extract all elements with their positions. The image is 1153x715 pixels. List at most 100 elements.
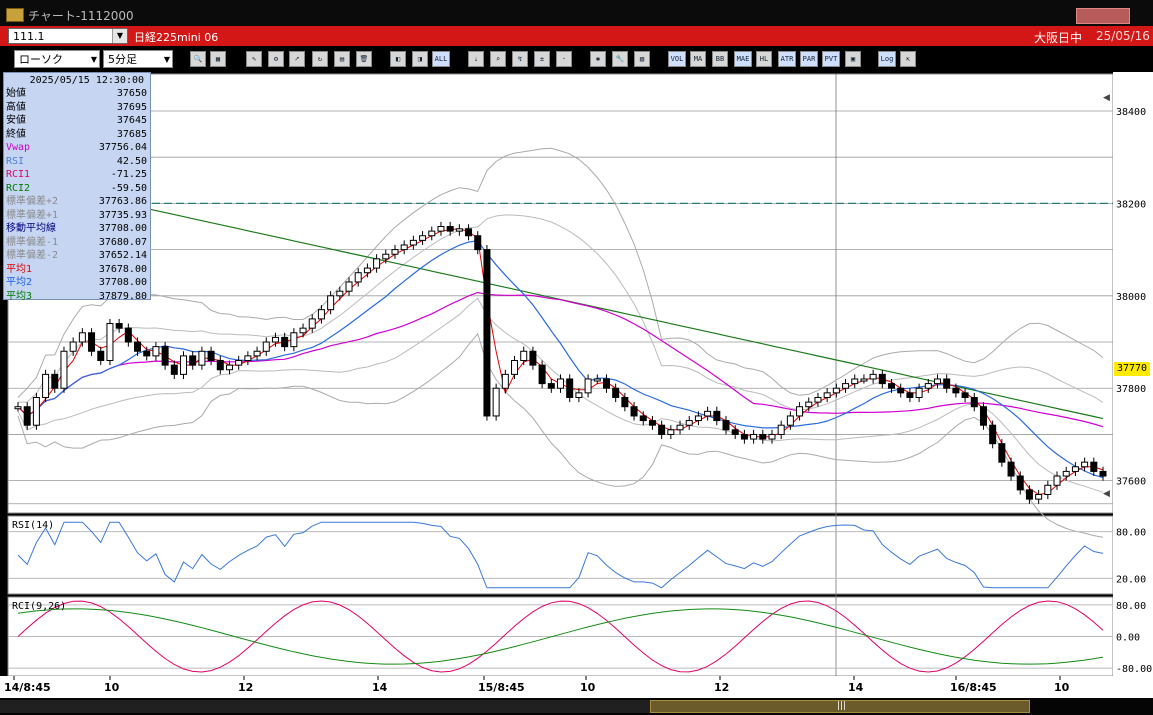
info-row: RCI1 -71.25 <box>6 168 147 182</box>
rci-tick-label: 80.00 <box>1116 601 1146 612</box>
candle-body <box>961 392 969 398</box>
info-value: 37708.00 <box>98 223 147 234</box>
candle-body <box>621 396 629 408</box>
restore-button[interactable] <box>1076 8 1130 24</box>
time-tick-label: 12 <box>238 681 253 694</box>
chart-scrollbar[interactable]: ||| <box>0 698 1153 715</box>
info-row: 標準偏差-2 37652.14 <box>6 249 147 263</box>
interval-value: 5分足 <box>108 53 137 66</box>
chart-area[interactable]: 38400 38200 38000 37800 37600 80.00 20.00 RSI(1… <box>0 72 1153 698</box>
candle-body <box>78 332 86 343</box>
candle-body <box>520 350 528 362</box>
wrench-icon[interactable]: 🔧 <box>612 51 628 67</box>
candle-body <box>593 378 601 382</box>
tool-icon[interactable]: ⚙ <box>268 51 284 67</box>
info-label: 標準偏差+1 <box>6 209 59 221</box>
candle-body <box>970 396 978 408</box>
candle-body <box>354 272 362 283</box>
candle-body <box>501 373 509 389</box>
frame-icon[interactable]: ▣ <box>845 51 861 67</box>
info-row: Vwap 37756.04 <box>6 141 147 155</box>
candle-body <box>492 387 500 417</box>
time-tick-label: 10 <box>104 681 120 694</box>
candle-body <box>658 424 666 435</box>
info-value: -71.25 <box>110 169 147 180</box>
export-icon[interactable]: ⇱ <box>900 51 916 67</box>
candle-body <box>60 350 68 389</box>
bollinger-upper1 <box>18 214 1104 411</box>
plus-icon[interactable]: ± <box>534 51 550 67</box>
rsi-tick-label: 20.00 <box>1116 574 1146 585</box>
chart-type-select[interactable]: ローソク ▼ <box>14 50 100 68</box>
bb-icon[interactable]: BB <box>712 51 728 67</box>
trash-icon[interactable]: 🗑 <box>356 51 372 67</box>
indicator-icon[interactable]: ↯ <box>512 51 528 67</box>
candle-body <box>897 387 905 394</box>
instrument-name: 日経225mini 06 <box>134 31 219 44</box>
chevron-down-icon[interactable]: ▼ <box>112 29 127 43</box>
mae-icon[interactable]: MAE <box>734 51 752 67</box>
vol-icon[interactable]: VOL <box>668 51 686 67</box>
zoom-icon[interactable]: 🔍 <box>190 51 206 67</box>
disabled-icon[interactable]: · <box>556 51 572 67</box>
search-chart-icon[interactable]: ⌕ <box>490 51 506 67</box>
candle-body <box>602 378 610 389</box>
atr-icon[interactable]: ATR <box>778 51 796 67</box>
candle-body <box>97 350 105 362</box>
psar-icon[interactable]: PAR <box>800 51 818 67</box>
draw-line-icon[interactable]: ✎ <box>246 51 262 67</box>
log-icon[interactable]: Log <box>878 51 896 67</box>
candle-body <box>989 424 997 445</box>
code-combo[interactable]: 111.1 ▼ <box>8 28 128 44</box>
scroll-thumb[interactable]: ||| <box>650 700 1030 713</box>
settings-icon[interactable]: ✱ <box>590 51 606 67</box>
ma-icon[interactable]: MA <box>690 51 706 67</box>
candle-body <box>409 239 417 246</box>
pvt-icon[interactable]: PVT <box>822 51 840 67</box>
candle-body <box>299 327 307 334</box>
info-label: 移動平均線 <box>6 223 56 234</box>
candle-body <box>32 396 40 426</box>
candle-body <box>1062 470 1070 477</box>
info-value: 37695 <box>116 101 147 113</box>
candle-body <box>317 309 325 320</box>
info-label: 平均2 <box>6 277 33 288</box>
candle-left-icon[interactable]: ◧ <box>390 51 406 67</box>
candle-body <box>152 346 160 357</box>
hl-icon[interactable]: HL <box>756 51 772 67</box>
candle-body <box>777 424 785 435</box>
instrument-bar: 111.1 ▼ 日経225mini 06 大阪日中 25/05/16 <box>0 26 1153 46</box>
candle-body <box>428 230 436 237</box>
order-icon[interactable]: ⇣ <box>468 51 484 67</box>
all-icon[interactable]: ALL <box>432 51 450 67</box>
candle-body <box>455 228 463 232</box>
candle-body <box>373 258 381 269</box>
candle-body <box>943 378 951 389</box>
redo-icon[interactable]: ↻ <box>312 51 328 67</box>
pointer-icon[interactable]: ➚ <box>289 51 305 67</box>
candle-body <box>345 281 353 292</box>
info-row: 終値 37685 <box>6 128 147 142</box>
candle-body <box>740 433 748 440</box>
candle-body <box>759 433 767 440</box>
candle-right-icon[interactable]: ◨ <box>412 51 428 67</box>
candle-body <box>1025 489 1033 500</box>
candle-body <box>823 392 831 398</box>
interval-select[interactable]: 5分足 ▼ <box>103 50 173 68</box>
scroll-track[interactable] <box>0 700 650 713</box>
window-icon[interactable]: ▦ <box>210 51 226 67</box>
info-row: 平均2 37708.00 <box>6 276 147 290</box>
candle-body <box>1053 475 1061 486</box>
candle-body <box>584 378 592 394</box>
candle-body <box>474 235 482 251</box>
price-tick-label: 38000 <box>1116 292 1146 303</box>
chevron-down-icon: ▼ <box>163 55 170 64</box>
note-icon[interactable]: ▤ <box>334 51 350 67</box>
candle-body <box>1071 466 1079 472</box>
rci-tick-label: -80.00 <box>1116 664 1152 675</box>
palette-icon[interactable]: ▧ <box>634 51 650 67</box>
current-price-tag: 37770 <box>1114 362 1150 376</box>
info-label: Vwap <box>6 142 31 153</box>
info-row: 移動平均線 37708.00 <box>6 222 147 236</box>
candle-body <box>768 433 776 440</box>
